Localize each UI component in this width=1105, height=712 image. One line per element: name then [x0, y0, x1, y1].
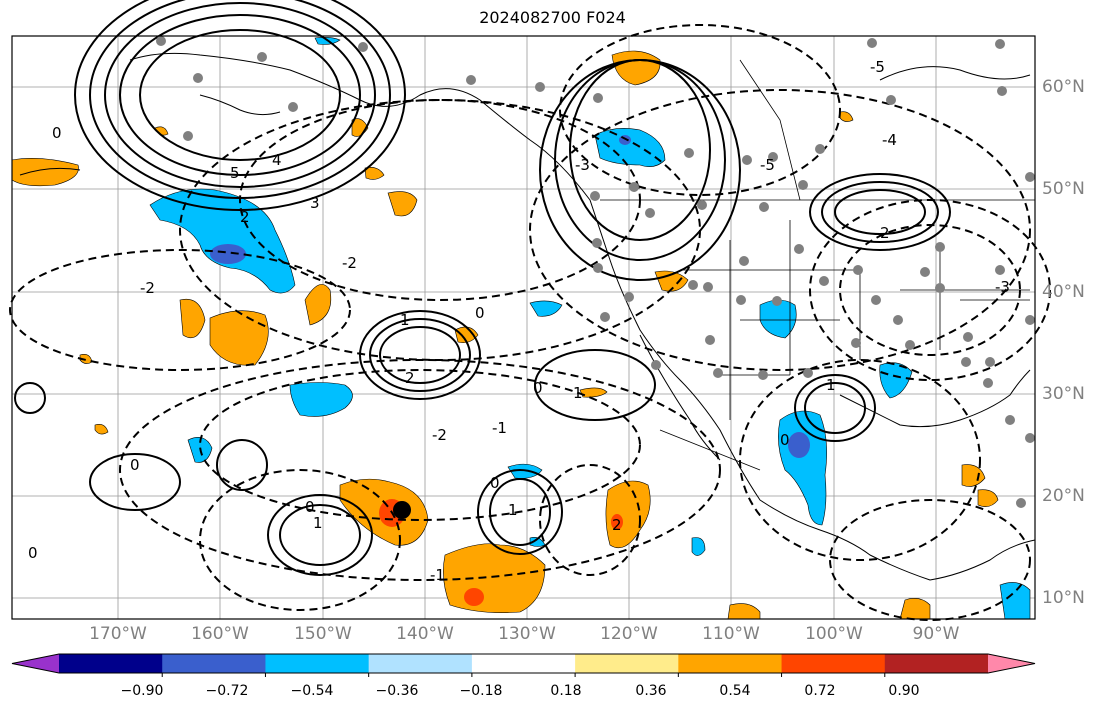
colorbar-segment — [471, 654, 576, 673]
contour-label: 0 — [475, 304, 485, 322]
contour-label: 1 — [313, 514, 323, 532]
contour-label: 0 — [130, 456, 140, 474]
contour-label: 1 — [400, 311, 410, 329]
strong-negative-anomaly-shading — [210, 135, 810, 458]
contour-label: -1 — [430, 566, 445, 584]
colorbar-tick-label: 0.54 — [719, 683, 751, 699]
lon-label: 130°W — [498, 624, 556, 644]
contour-label: 0 — [490, 474, 500, 492]
colorbar-tick-label: 0.90 — [888, 683, 920, 699]
contour-label-group: 0 5 4 3 2 -2 -2 1 2 0 -2 -1 1 1 -1 0 2 1… — [28, 58, 1010, 584]
lon-label: 170°W — [89, 624, 147, 644]
lon-label: 140°W — [396, 624, 454, 644]
contour-label: -4 — [882, 131, 897, 149]
colorbar-segment — [884, 654, 989, 673]
contour-label: 0 — [533, 379, 543, 397]
lat-label: 40°N — [1042, 282, 1085, 302]
lon-label: 150°W — [294, 624, 352, 644]
colorbar-tick-label: −0.72 — [205, 683, 249, 699]
colorbar-segment — [678, 654, 783, 673]
colorbar-tick-label: 0.36 — [635, 683, 667, 699]
contour-label: 0 — [780, 431, 790, 449]
colorbar-tick-label: −0.54 — [290, 683, 334, 699]
contour-label: 0 — [52, 124, 62, 142]
map-frame — [11, 35, 1036, 620]
lat-label: 30°N — [1042, 384, 1085, 404]
contour-label: 2 — [240, 208, 250, 226]
contour-label: 2 — [405, 369, 415, 387]
lat-label: 10°N — [1042, 588, 1085, 608]
colorbar — [11, 653, 1036, 677]
lat-label: 60°N — [1042, 77, 1085, 97]
contour-label: 2 — [612, 516, 622, 534]
lon-label: 110°W — [702, 624, 760, 644]
contour-label: 5 — [230, 164, 240, 182]
contour-label: 0 — [305, 498, 315, 516]
colorbar-tick-label: −0.90 — [120, 683, 164, 699]
contour-label: 3 — [310, 194, 320, 212]
lon-label: 160°W — [191, 624, 249, 644]
colorbar-segment — [368, 654, 473, 673]
contour-label: -2 — [140, 279, 155, 297]
colorbar-segment — [781, 654, 886, 673]
colorbar-segment — [162, 654, 266, 673]
colorbar-segment — [265, 654, 370, 673]
map-title: 2024082700 F024 — [479, 8, 626, 27]
contour-label: -1 — [492, 419, 507, 437]
storm-position-marker — [393, 501, 411, 519]
colorbar-outline — [11, 653, 1036, 674]
colorbar-tick-label: −0.18 — [459, 683, 503, 699]
lon-label: 100°W — [805, 624, 863, 644]
lat-label: 50°N — [1042, 179, 1085, 199]
contour-label: 1 — [573, 384, 583, 402]
political-borders — [600, 59, 1035, 471]
lon-label: 120°W — [600, 624, 658, 644]
colorbar-segment — [59, 654, 163, 673]
contour-label: -5 — [870, 58, 885, 76]
contour-label: 2 — [880, 224, 890, 242]
contour-label: -2 — [432, 426, 447, 444]
station-markers — [156, 36, 1035, 508]
contour-label: 1 — [826, 376, 836, 394]
positive-anomaly-shading — [11, 50, 999, 620]
lat-label: 20°N — [1042, 486, 1085, 506]
colorbar-tick-label: 0.72 — [804, 683, 836, 699]
colorbar-extend-min — [12, 654, 59, 673]
contour-label: 4 — [272, 151, 282, 169]
contour-label: -3 — [575, 156, 590, 174]
contour-label: 1 — [508, 501, 518, 519]
colorbar-tick-label: −0.36 — [375, 683, 419, 699]
contour-label: -5 — [760, 156, 775, 174]
map-background — [12, 36, 1035, 619]
contour-label: 0 — [28, 544, 38, 562]
colorbar-extend-max — [988, 654, 1035, 673]
negative-contours — [9, 24, 1051, 621]
contour-label: -2 — [342, 254, 357, 272]
contour-label: -3 — [995, 278, 1010, 296]
colorbar-segment — [575, 654, 679, 673]
colorbar-tick-label: 0.18 — [550, 683, 582, 699]
lon-label: 90°W — [912, 624, 960, 644]
